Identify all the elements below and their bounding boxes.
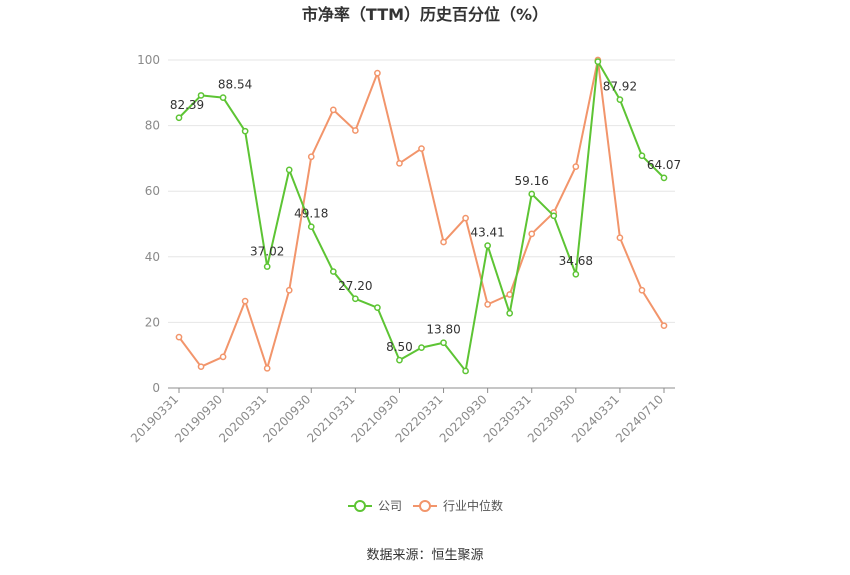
data-point[interactable] bbox=[440, 339, 447, 347]
data-point[interactable] bbox=[352, 127, 359, 134]
data-label: 37.02 bbox=[250, 245, 284, 259]
data-point[interactable] bbox=[263, 263, 271, 270]
data-point[interactable] bbox=[528, 230, 536, 238]
y-tick-label: 20 bbox=[145, 315, 160, 329]
data-label: 49.18 bbox=[294, 207, 328, 221]
data-point[interactable] bbox=[594, 58, 602, 65]
data-point[interactable] bbox=[616, 234, 624, 242]
data-point[interactable] bbox=[175, 333, 183, 341]
legend-marker-circle bbox=[419, 500, 431, 512]
data-point[interactable] bbox=[285, 286, 293, 294]
data-point[interactable] bbox=[219, 94, 227, 101]
legend-label-company: 公司 bbox=[378, 499, 402, 513]
data-point[interactable] bbox=[329, 106, 337, 114]
legend-marker-circle bbox=[354, 500, 366, 512]
data-point[interactable] bbox=[307, 223, 315, 231]
data-point[interactable] bbox=[638, 152, 646, 160]
data-point[interactable] bbox=[352, 295, 359, 303]
data-point[interactable] bbox=[550, 212, 558, 220]
data-labels: 82.39 88.54 37.02 49.18 27.20 8.50 13.80 43.41 5… bbox=[170, 78, 681, 355]
data-point[interactable] bbox=[241, 127, 249, 135]
data-point[interactable] bbox=[219, 353, 227, 361]
legend-item-company[interactable]: 公司 bbox=[348, 499, 402, 513]
data-point[interactable] bbox=[418, 344, 425, 352]
data-point[interactable] bbox=[462, 367, 469, 375]
series-layer bbox=[175, 56, 668, 375]
legend-item-industry-median[interactable]: 行业中位数 bbox=[413, 498, 503, 513]
data-point[interactable] bbox=[506, 309, 514, 317]
legend-label-industry-median: 行业中位数 bbox=[443, 498, 503, 513]
series-industry-median bbox=[175, 56, 668, 372]
data-point[interactable] bbox=[374, 69, 381, 77]
data-point[interactable] bbox=[660, 174, 668, 182]
y-tick-label: 80 bbox=[145, 119, 160, 133]
data-point[interactable] bbox=[418, 145, 425, 152]
data-point[interactable] bbox=[572, 163, 580, 170]
y-tick-label: 40 bbox=[145, 250, 160, 264]
data-point[interactable] bbox=[462, 214, 469, 222]
data-point[interactable] bbox=[506, 291, 514, 298]
data-point[interactable] bbox=[484, 242, 491, 249]
data-point[interactable] bbox=[197, 363, 205, 371]
data-point[interactable] bbox=[396, 159, 403, 167]
data-label: 8.50 bbox=[386, 340, 413, 354]
data-point[interactable] bbox=[197, 92, 205, 99]
y-tick-label: 0 bbox=[152, 381, 160, 395]
data-point[interactable] bbox=[440, 238, 447, 246]
data-label: 27.20 bbox=[338, 279, 372, 293]
data-point[interactable] bbox=[285, 166, 293, 174]
series-line bbox=[178, 60, 665, 372]
data-point[interactable] bbox=[616, 96, 624, 103]
data-label: 88.54 bbox=[218, 78, 252, 92]
data-label: 13.80 bbox=[426, 323, 460, 337]
y-tick-label: 100 bbox=[137, 53, 160, 67]
data-label: 64.07 bbox=[647, 158, 681, 172]
data-source-note: 数据来源：恒生聚源 bbox=[366, 548, 483, 563]
data-point[interactable] bbox=[572, 270, 580, 278]
data-point[interactable] bbox=[307, 153, 315, 161]
data-point[interactable] bbox=[396, 356, 403, 364]
data-point[interactable] bbox=[175, 114, 183, 122]
data-point[interactable] bbox=[528, 190, 536, 198]
data-point[interactable] bbox=[374, 304, 381, 311]
data-label: 87.92 bbox=[603, 80, 637, 94]
data-label: 43.41 bbox=[470, 226, 504, 240]
x-tick-label: 20240710 bbox=[613, 392, 666, 445]
data-label: 59.16 bbox=[515, 174, 549, 188]
data-label: 82.39 bbox=[170, 98, 204, 112]
grid bbox=[168, 59, 675, 323]
data-point[interactable] bbox=[484, 301, 491, 308]
data-point[interactable] bbox=[241, 297, 249, 305]
y-tick-label: 60 bbox=[145, 184, 160, 198]
data-point[interactable] bbox=[329, 268, 337, 275]
legend: 公司 行业中位数 bbox=[348, 498, 503, 513]
series-company bbox=[175, 58, 668, 375]
chart-title: 市净率（TTM）历史百分位（%） bbox=[302, 5, 548, 24]
data-point[interactable] bbox=[638, 286, 646, 294]
data-point[interactable] bbox=[660, 322, 668, 330]
data-point[interactable] bbox=[263, 364, 271, 372]
data-label: 34.68 bbox=[559, 254, 593, 268]
